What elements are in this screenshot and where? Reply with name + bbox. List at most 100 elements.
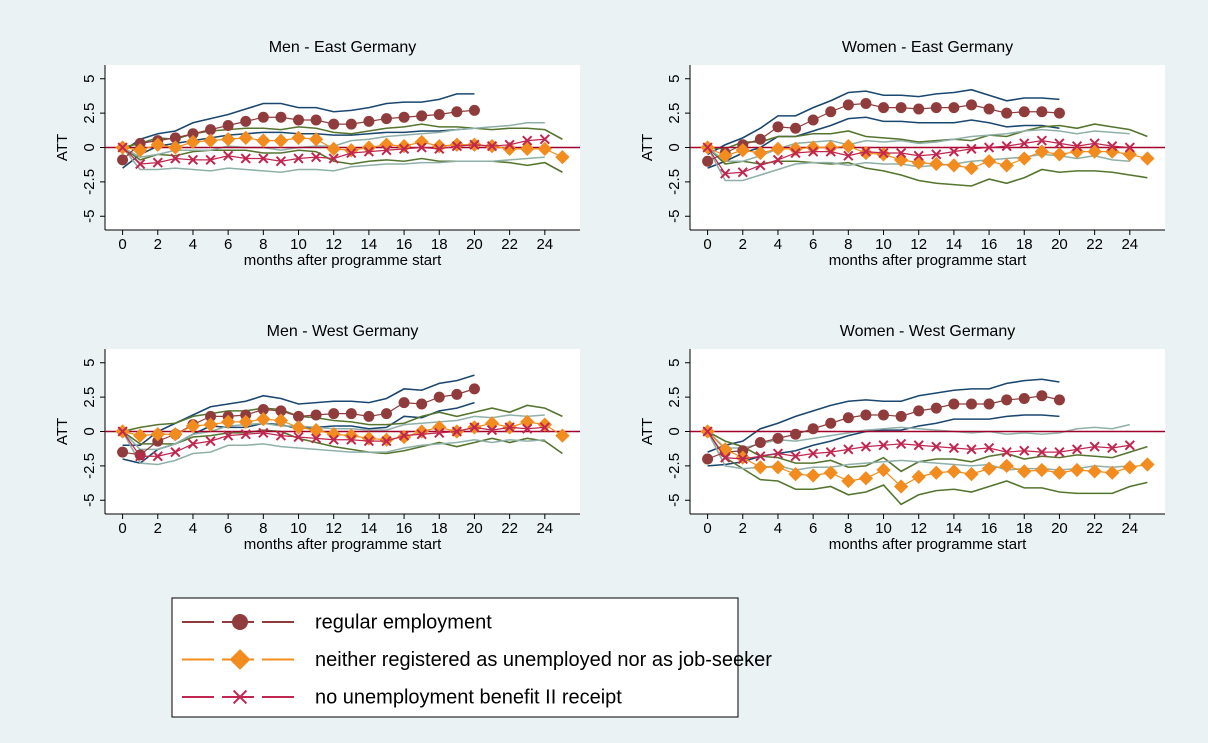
marker	[398, 143, 410, 154]
marker	[1087, 464, 1102, 479]
marker	[293, 410, 305, 422]
y-tick-label: -5	[81, 494, 98, 507]
ci-lower-line	[121, 431, 545, 466]
marker	[1017, 151, 1032, 166]
ci-upper-line	[122, 93, 475, 153]
marker	[416, 429, 427, 440]
x-axis-label: months after programme start	[829, 536, 1027, 553]
marker	[502, 141, 517, 157]
marker	[169, 132, 181, 144]
marker	[117, 154, 129, 166]
ci-upper-line	[707, 88, 1060, 156]
y-tick-label: -2.5	[666, 453, 683, 479]
marker	[451, 141, 462, 152]
x-tick-label: 4	[774, 236, 782, 253]
marker	[720, 452, 731, 463]
marker	[345, 118, 357, 130]
marker	[754, 133, 766, 145]
x-tick-label: 16	[396, 520, 413, 537]
y-tick-label: 2.5	[81, 103, 98, 124]
marker	[223, 150, 234, 161]
x-tick-label: 12	[325, 520, 342, 537]
marker	[895, 410, 907, 422]
x-tick-label: 18	[1016, 236, 1033, 253]
marker	[223, 430, 234, 441]
marker	[860, 409, 872, 421]
marker	[293, 153, 304, 164]
marker	[735, 143, 750, 158]
marker	[363, 115, 375, 127]
marker	[805, 468, 821, 483]
y-tick-label: 2.5	[666, 387, 683, 408]
x-tick-label: 2	[154, 236, 162, 253]
x-tick-label: 4	[189, 520, 197, 537]
marker	[1053, 107, 1065, 119]
marker	[983, 398, 995, 410]
marker	[878, 440, 889, 451]
marker	[948, 102, 960, 114]
x-tick-label: 14	[361, 236, 378, 253]
marker	[504, 139, 515, 150]
marker	[1124, 142, 1135, 153]
x-tick-label: 22	[1086, 236, 1103, 253]
marker	[451, 388, 463, 400]
x-tick-label: 8	[259, 520, 267, 537]
marker	[1140, 457, 1155, 472]
marker	[205, 436, 216, 447]
marker	[790, 122, 802, 134]
x-axis-label: months after programme start	[244, 536, 442, 553]
marker	[258, 153, 269, 164]
marker	[913, 405, 925, 417]
marker	[754, 437, 766, 448]
marker	[790, 147, 801, 159]
marker	[504, 422, 515, 433]
marker	[468, 383, 480, 395]
marker	[1036, 106, 1048, 118]
x-axis-label: months after programme start	[829, 252, 1027, 269]
marker	[205, 124, 217, 136]
marker	[363, 436, 374, 447]
x-tick-label: 6	[224, 520, 232, 537]
marker	[434, 427, 445, 438]
marker	[240, 115, 252, 127]
marker	[257, 404, 269, 415]
y-tick-label: 5	[81, 359, 98, 367]
marker	[486, 141, 498, 152]
y-tick-label: -2.5	[81, 169, 98, 195]
marker	[1017, 464, 1032, 479]
y-axis-label: ATT	[54, 418, 71, 445]
marker	[1105, 144, 1120, 159]
marker	[232, 689, 248, 705]
marker	[117, 446, 129, 458]
marker	[328, 118, 340, 130]
marker	[170, 447, 181, 458]
marker	[823, 465, 838, 480]
marker	[133, 428, 148, 443]
x-tick-label: 8	[259, 236, 267, 253]
marker	[205, 410, 217, 422]
marker	[275, 111, 287, 123]
marker	[893, 479, 909, 494]
marker	[555, 428, 570, 443]
marker	[187, 438, 199, 449]
y-tick-label: -2.5	[81, 453, 98, 479]
y-tick-label: 0	[81, 143, 98, 151]
marker	[1089, 441, 1100, 452]
marker	[539, 422, 550, 433]
legend-label: neither registered as unemployed nor as …	[315, 649, 772, 671]
x-tick-label: 20	[466, 520, 483, 537]
marker	[896, 438, 907, 449]
marker	[843, 444, 854, 455]
marker	[328, 434, 339, 445]
marker	[1034, 462, 1050, 478]
ci-lower-line	[707, 146, 1148, 187]
x-tick-label: 6	[809, 520, 817, 537]
marker	[117, 426, 128, 437]
marker	[983, 142, 995, 153]
marker	[1019, 138, 1030, 149]
marker	[860, 98, 872, 109]
marker	[860, 146, 872, 157]
legend-label: no unemployment benefit II receipt	[315, 686, 622, 708]
y-tick-label: 5	[666, 75, 683, 83]
